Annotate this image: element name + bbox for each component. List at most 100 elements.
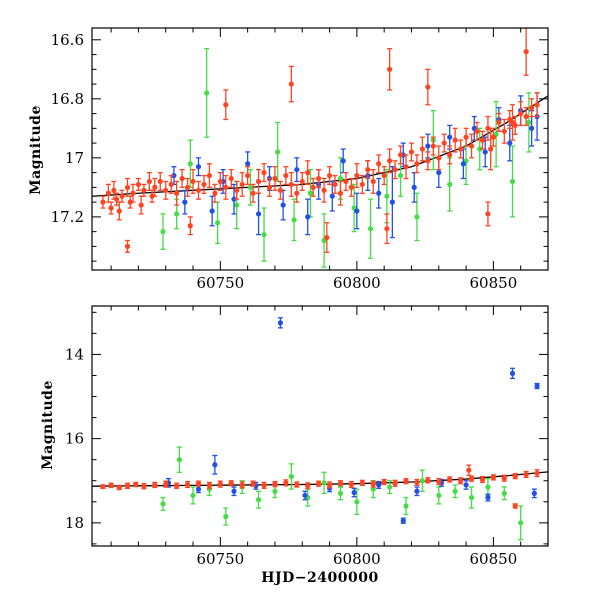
top-data-point bbox=[359, 181, 365, 188]
bottom-data-point bbox=[176, 457, 182, 463]
bottom-data-point bbox=[174, 483, 180, 489]
top-data-point bbox=[113, 196, 120, 202]
top-data-point bbox=[305, 170, 311, 176]
top-data-point bbox=[116, 208, 122, 214]
bottom-data-point bbox=[250, 481, 256, 487]
top-data-point bbox=[275, 149, 281, 155]
top-frame bbox=[91, 27, 549, 271]
top-data-point bbox=[190, 178, 196, 185]
bottom-data-point bbox=[255, 497, 262, 503]
bottom-data-point bbox=[403, 478, 409, 484]
top-y-tick-label: 17.2 bbox=[51, 208, 84, 226]
bottom-data-point bbox=[447, 476, 453, 483]
top-data-point bbox=[209, 208, 215, 214]
top-data-point bbox=[146, 178, 152, 185]
bottom-data-point bbox=[283, 480, 289, 486]
top-data-point bbox=[187, 161, 193, 167]
top-data-point bbox=[529, 125, 535, 131]
top-data-point bbox=[130, 190, 136, 196]
top-data-point bbox=[105, 190, 111, 196]
top-data-point bbox=[179, 175, 185, 182]
top-data-point bbox=[111, 187, 117, 193]
top-data-point bbox=[529, 105, 535, 111]
top-data-point bbox=[174, 211, 180, 217]
top-data-point bbox=[365, 167, 371, 173]
bottom-data-point bbox=[463, 482, 469, 488]
top-data-point bbox=[228, 175, 234, 182]
top-data-point bbox=[419, 146, 425, 152]
top-data-point bbox=[108, 205, 114, 211]
top-data-point bbox=[255, 211, 262, 217]
top-data-point bbox=[523, 113, 529, 120]
top-y-tick-label: 16.8 bbox=[51, 90, 84, 108]
bottom-data-point bbox=[518, 520, 524, 526]
top-data-point bbox=[343, 178, 349, 185]
top-data-point bbox=[425, 158, 431, 164]
bottom-data-point bbox=[400, 518, 406, 524]
top-data-point bbox=[326, 172, 333, 179]
top-data-point bbox=[376, 161, 382, 167]
bottom-data-point bbox=[419, 478, 425, 484]
bottom-data-point bbox=[305, 483, 311, 489]
top-data-point bbox=[370, 178, 376, 185]
top-data-point bbox=[490, 134, 496, 140]
top-data-point bbox=[250, 190, 256, 196]
bottom-data-point bbox=[534, 470, 540, 476]
top-data-point bbox=[337, 190, 344, 196]
top-data-point bbox=[414, 161, 420, 167]
bottom-data-point bbox=[351, 489, 357, 496]
top-data-point bbox=[234, 202, 240, 208]
top-data-point bbox=[447, 134, 453, 140]
top-data-point bbox=[171, 172, 177, 179]
bottom-y-axis-label: Magnitude bbox=[40, 380, 56, 470]
top-x-tick-label: 60800 bbox=[333, 274, 381, 292]
top-data-point bbox=[523, 49, 529, 55]
bottom-data-point bbox=[436, 492, 442, 499]
bottom-data-point bbox=[206, 482, 213, 488]
top-data-point bbox=[204, 90, 210, 96]
top-data-point bbox=[447, 152, 453, 158]
top-y-axis-label: Magnitude bbox=[28, 105, 44, 195]
top-data-point bbox=[135, 181, 142, 188]
bottom-data-point bbox=[485, 494, 491, 501]
bottom-data-point bbox=[392, 480, 398, 486]
top-data-point bbox=[307, 190, 314, 196]
top-data-point bbox=[294, 167, 300, 173]
top-data-point bbox=[479, 137, 486, 143]
top-data-point bbox=[223, 184, 229, 190]
bottom-data-point bbox=[272, 481, 278, 487]
bottom-data-point bbox=[326, 482, 333, 488]
bottom-plot-area bbox=[92, 317, 548, 541]
top-data-point bbox=[160, 229, 166, 235]
top-data-point bbox=[234, 187, 240, 193]
top-data-point bbox=[463, 134, 469, 140]
top-data-point bbox=[324, 234, 330, 241]
top-data-point bbox=[321, 187, 327, 193]
top-data-point bbox=[329, 193, 335, 199]
bottom-data-point bbox=[141, 483, 147, 489]
top-data-point bbox=[411, 184, 417, 190]
top-data-point bbox=[245, 161, 251, 167]
top-data-point bbox=[414, 214, 420, 220]
bottom-data-point bbox=[302, 492, 308, 499]
top-data-point bbox=[157, 178, 163, 185]
top-data-point bbox=[509, 119, 516, 126]
bottom-data-point bbox=[425, 477, 431, 483]
top-data-point bbox=[283, 172, 289, 179]
top-y-tick-label: 16.6 bbox=[51, 31, 84, 49]
top-data-point bbox=[482, 149, 488, 155]
top-data-point bbox=[247, 184, 253, 190]
bottom-data-point bbox=[376, 482, 382, 488]
top-data-point bbox=[354, 172, 360, 179]
bottom-data-point bbox=[231, 488, 237, 494]
top-data-point bbox=[195, 164, 202, 170]
top-data-point bbox=[100, 199, 106, 205]
bottom-data-point bbox=[359, 480, 365, 486]
top-data-point bbox=[261, 170, 267, 176]
bottom-data-point bbox=[452, 488, 458, 494]
x-axis-label: HJD−2400000 bbox=[261, 570, 378, 586]
bottom-data-point bbox=[523, 471, 529, 478]
top-data-point bbox=[376, 190, 382, 196]
bottom-data-point bbox=[228, 480, 234, 486]
top-data-point bbox=[119, 193, 125, 199]
